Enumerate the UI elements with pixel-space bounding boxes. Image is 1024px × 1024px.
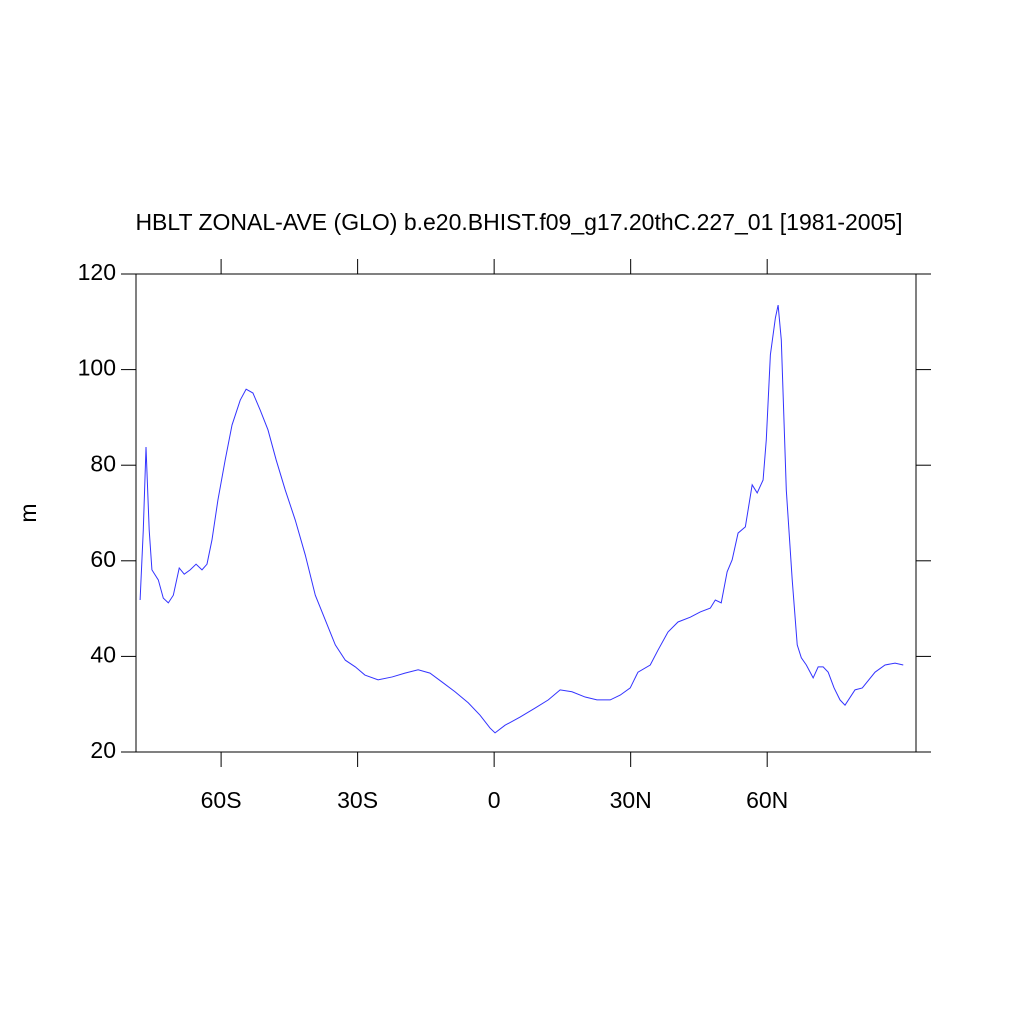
data-line [139,304,904,734]
x-tick-label: 0 [488,787,501,813]
plot-frame [135,273,917,753]
y-tick-label: 100 [78,355,116,381]
y-tick-label: 40 [90,641,116,667]
x-tick-label: 30S [337,787,378,813]
x-tick-label: 60S [201,787,242,813]
y-tick-label: 20 [90,737,116,763]
y-tick-label: 60 [90,546,116,572]
y-tick-label: 80 [90,450,116,476]
x-tick-label: 30N [610,787,652,813]
x-tick-label: 60N [746,787,788,813]
y-axis-label: m [15,503,41,522]
y-tick-label: 120 [78,259,116,285]
chart-title: HBLT ZONAL-AVE (GLO) b.e20.BHIST.f09_g17… [135,209,902,235]
